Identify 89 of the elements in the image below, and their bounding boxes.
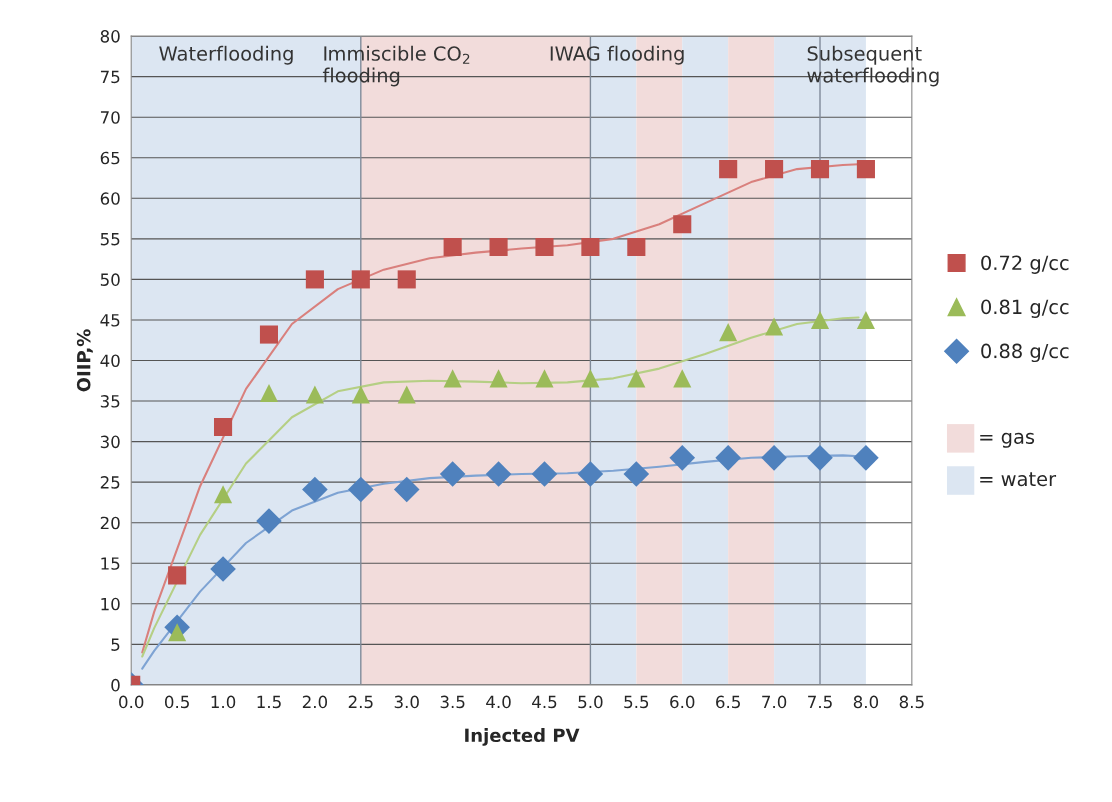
point <box>214 485 233 504</box>
x-tick-label: 8.0 <box>853 695 879 709</box>
point <box>856 160 875 179</box>
text: = gas <box>980 432 1035 448</box>
point <box>810 310 830 329</box>
y-tick-label: 35 <box>100 395 120 408</box>
point <box>853 445 879 471</box>
x-tick-label: 0.0 <box>119 695 144 709</box>
y-tick-label: 45 <box>100 314 120 327</box>
point <box>259 383 279 402</box>
y-tick-label: 65 <box>100 151 120 165</box>
point <box>581 237 600 257</box>
point <box>485 461 512 487</box>
point <box>807 445 833 471</box>
point <box>489 237 508 257</box>
point <box>535 369 554 388</box>
point <box>856 310 875 329</box>
x-axis-title: Injected PV <box>465 728 580 746</box>
x-tick-label: 6.5 <box>716 695 740 709</box>
x-tick-label: 6.0 <box>670 695 695 709</box>
x-tick-label: 3.0 <box>394 695 419 709</box>
y-tick-label: 0 <box>111 678 120 692</box>
point <box>581 369 600 388</box>
point <box>761 445 787 471</box>
y-tick-label: 10 <box>101 597 120 611</box>
point <box>302 476 328 503</box>
point <box>489 369 508 388</box>
point <box>397 270 416 289</box>
point <box>443 369 462 388</box>
y-tick-label: 55 <box>100 233 120 246</box>
point <box>256 508 282 534</box>
point <box>719 323 738 342</box>
x-tick-label: 8.5 <box>899 695 924 709</box>
point <box>719 160 738 179</box>
point <box>348 476 374 503</box>
y-tick-label: 75 <box>100 70 120 84</box>
y-tick-label: 5 <box>111 638 120 651</box>
point <box>397 385 416 404</box>
point <box>259 325 279 344</box>
y-tick-label: 30 <box>100 435 120 449</box>
x-tick-label: 0.5 <box>164 695 189 709</box>
point <box>577 461 604 487</box>
y-tick-label: 80 <box>100 30 120 43</box>
point <box>305 270 324 289</box>
point <box>531 461 558 487</box>
annotation: Waterflooding <box>159 45 293 65</box>
point <box>627 237 646 257</box>
point <box>393 476 420 503</box>
point <box>669 445 696 471</box>
x-tick-label: 4.5 <box>532 695 557 709</box>
point <box>765 317 784 336</box>
legend-label: 0.88 g/cc <box>981 343 1069 363</box>
point <box>765 160 784 179</box>
y-tick-label: 25 <box>100 476 120 489</box>
point <box>810 160 830 179</box>
x-tick-label: 2.5 <box>348 695 373 709</box>
x-tick-label: 4.0 <box>486 695 511 709</box>
legend-label: 0.81 g/cc <box>981 299 1069 318</box>
point <box>535 237 554 257</box>
y-axis-title: OIIP,% <box>76 329 93 392</box>
text: = water <box>980 472 1057 487</box>
point <box>627 369 646 388</box>
point <box>168 566 187 585</box>
point <box>351 270 370 289</box>
y-tick-label: 60 <box>100 192 120 205</box>
point <box>351 385 370 404</box>
point <box>210 556 236 582</box>
point <box>214 417 233 437</box>
point <box>439 461 466 487</box>
point <box>673 215 692 234</box>
y-tick-label: 40 <box>100 354 120 368</box>
y-tick-label: 20 <box>100 516 120 530</box>
x-tick-label: 3.5 <box>440 695 465 709</box>
y-tick-label: 70 <box>100 111 120 124</box>
point <box>443 237 462 257</box>
x-tick-label: 1.5 <box>257 695 281 709</box>
point <box>623 461 650 487</box>
x-tick-label: 1.0 <box>211 695 236 709</box>
point <box>715 445 741 471</box>
y-tick-label: 15 <box>101 557 120 570</box>
x-tick-label: 5.5 <box>624 695 649 709</box>
x-tick-label: 7.0 <box>762 695 787 709</box>
y-tick-label: 50 <box>100 273 120 286</box>
x-tick-label: 7.5 <box>808 695 832 709</box>
x-tick-label: 5.0 <box>578 695 603 709</box>
point <box>305 385 324 404</box>
legend-label: 0.72 g/cc <box>981 255 1069 274</box>
point <box>673 369 692 388</box>
x-tick-label: 2.0 <box>302 695 328 709</box>
